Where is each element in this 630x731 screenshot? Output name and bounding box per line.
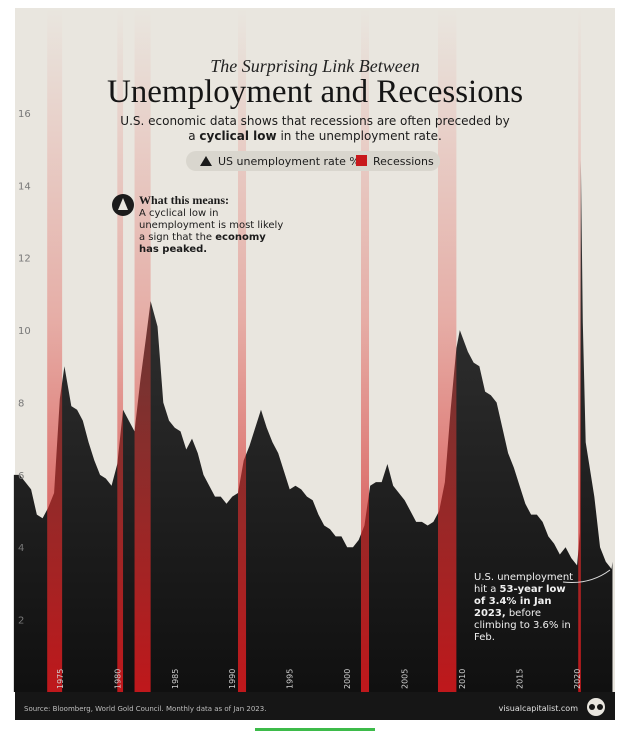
title: Unemployment and Recessions: [107, 74, 523, 110]
source: Source: Bloomberg, World Gold Council. M…: [24, 705, 266, 713]
recession-band: [134, 8, 151, 692]
note-bold: economy has peaked.: [139, 232, 266, 255]
legend-swatch-series: [200, 156, 212, 166]
x-tick-label: 2020: [573, 669, 582, 689]
y-tick-label: 16: [18, 109, 31, 120]
brand: visualcapitalist.com: [499, 704, 579, 713]
legend-swatch-recessions: [356, 155, 367, 166]
y-tick-label: 10: [18, 326, 31, 337]
x-tick-label: 1980: [113, 669, 122, 689]
x-tick-label: 1995: [286, 669, 295, 689]
kicker: The Surprising Link Between: [210, 56, 420, 76]
x-tick-label: 2010: [458, 669, 467, 689]
recession-band: [117, 8, 124, 692]
y-tick-label: 4: [18, 543, 24, 554]
annotation: U.S. unemployment hit a 53-year low of 3…: [474, 572, 574, 644]
brand-logo: [587, 698, 605, 716]
legend-label: US unemployment rate %: [218, 155, 360, 168]
y-tick-label: 2: [18, 616, 24, 627]
unemployment-area: [13, 160, 613, 692]
y-tick-label: 6: [18, 471, 24, 482]
annotation-bold: 53-year low of 3.4% in Jan 2023,: [474, 584, 566, 619]
legend-label: Recessions: [373, 155, 434, 168]
annotation-text: before climbing to 3.6% in Feb.: [474, 608, 571, 643]
y-tick-label: 8: [18, 398, 24, 409]
subtitle-bold: cyclical low: [199, 129, 277, 143]
subtitle: U.S. economic data shows that recessions…: [120, 114, 510, 144]
recession-band: [360, 8, 370, 692]
brand-logo-dot: [589, 704, 595, 710]
note-body: A cyclical low in unemployment is most l…: [139, 208, 289, 256]
x-tick-label: 2015: [516, 669, 525, 689]
x-tick-label: 1975: [56, 669, 65, 689]
recession-band: [237, 8, 247, 692]
annotation-text: U.S. unemployment hit a: [474, 572, 574, 595]
recession-band: [437, 8, 457, 692]
subtitle-text: U.S. economic data shows that recessions…: [120, 114, 510, 143]
legend: [186, 151, 440, 171]
note-heading: What this means:: [139, 193, 230, 207]
footer-bar: [15, 692, 615, 720]
note-icon-glyph: [118, 198, 128, 210]
x-tick-label: 2005: [401, 669, 410, 689]
bottom-accent: [255, 728, 375, 731]
recession-band: [578, 8, 581, 692]
x-tick-label: 1990: [228, 669, 237, 689]
annotation-line: [562, 569, 611, 583]
x-tick-label: 1985: [171, 669, 180, 689]
brand-logo-dot: [597, 704, 603, 710]
x-tick-label: 2000: [343, 669, 352, 689]
y-tick-label: 12: [18, 254, 31, 265]
y-tick-label: 14: [18, 181, 31, 192]
subtitle-text: in the unemployment rate.: [280, 129, 442, 143]
recession-band: [47, 8, 63, 692]
note-text: A cyclical low in unemployment is most l…: [139, 208, 284, 243]
